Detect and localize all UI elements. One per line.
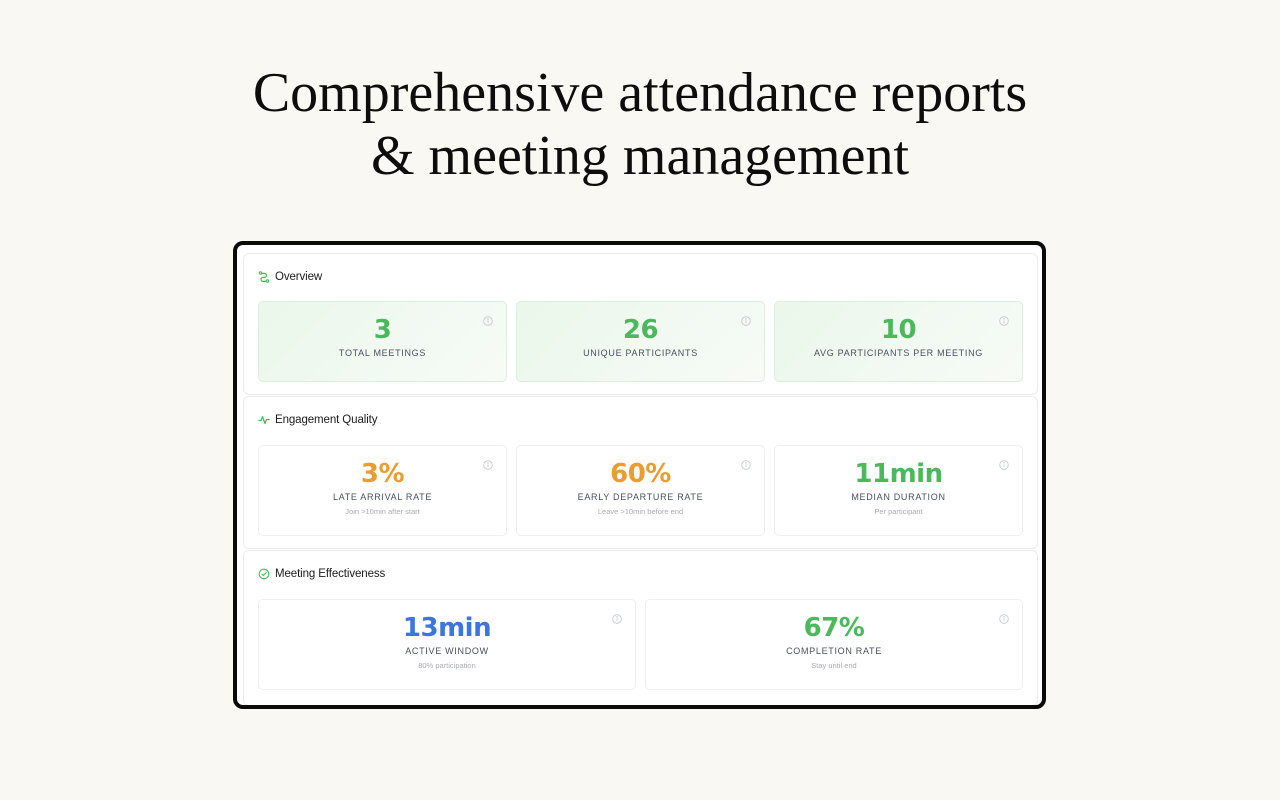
dashboard-frame: Overview 3 Total Meetings 26 Unique Part… — [233, 241, 1046, 709]
stat-label: Median Duration — [851, 492, 946, 502]
stat-value: 26 — [622, 315, 659, 345]
stat-value: 10 — [880, 315, 917, 345]
activity-icon — [258, 415, 270, 425]
info-icon[interactable] — [483, 460, 493, 470]
stat-card-unique-participants: 26 Unique Participants — [516, 301, 765, 382]
overview-header: Overview — [258, 271, 322, 283]
engagement-quality-header: Engagement Quality — [258, 414, 378, 426]
stat-label: Early Departure Rate — [577, 492, 704, 502]
headline: Comprehensive attendance reports & meeti… — [0, 62, 1280, 188]
stat-label: Completion Rate — [786, 646, 882, 656]
stat-label: Unique Participants — [583, 348, 698, 358]
route-icon — [258, 271, 270, 283]
headline-line-2: & meeting management — [370, 125, 910, 187]
stat-card-total-meetings: 3 Total Meetings — [258, 301, 507, 382]
overview-section: Overview 3 Total Meetings 26 Unique Part… — [243, 253, 1038, 395]
stat-value: 11min — [854, 459, 943, 489]
info-icon[interactable] — [999, 316, 1009, 326]
stat-subtitle: 80% participation — [418, 661, 476, 670]
info-icon[interactable] — [999, 614, 1009, 624]
stat-subtitle: Join >10min after start — [345, 507, 420, 516]
stat-value: 67% — [803, 613, 865, 643]
stat-label: Total Meetings — [338, 348, 427, 358]
engagement-quality-title: Engagement Quality — [275, 414, 378, 426]
stat-label: Active Window — [405, 646, 489, 656]
info-icon[interactable] — [483, 316, 493, 326]
overview-title: Overview — [275, 271, 323, 283]
stat-card-late-arrival-rate: 3% Late Arrival Rate Join >10min after s… — [258, 445, 507, 536]
stat-subtitle: Stay until end — [811, 661, 857, 670]
meeting-effectiveness-title: Meeting Effectiveness — [275, 568, 386, 580]
stat-value: 3 — [373, 315, 392, 345]
stat-card-active-window: 13min Active Window 80% participation — [258, 599, 636, 690]
stat-value: 60% — [610, 459, 671, 489]
stat-card-completion-rate: 67% Completion Rate Stay until end — [645, 599, 1023, 690]
stat-subtitle: Per participant — [874, 507, 923, 516]
info-icon[interactable] — [612, 614, 622, 624]
meeting-effectiveness-header: Meeting Effectiveness — [258, 568, 385, 580]
stat-card-early-departure-rate: 60% Early Departure Rate Leave >10min be… — [516, 445, 765, 536]
check-circle-icon — [258, 568, 270, 580]
info-icon[interactable] — [741, 460, 751, 470]
info-icon[interactable] — [999, 460, 1009, 470]
info-icon[interactable] — [741, 316, 751, 326]
engagement-quality-section: Engagement Quality 3% Late Arrival Rate … — [243, 396, 1038, 549]
stat-card-avg-participants: 10 Avg Participants Per Meeting — [774, 301, 1023, 382]
stat-value: 13min — [402, 613, 492, 643]
headline-line-1: Comprehensive attendance reports — [252, 62, 1028, 124]
stat-label: Avg Participants Per Meeting — [814, 348, 983, 358]
stat-subtitle: Leave >10min before end — [597, 507, 684, 516]
stat-card-median-duration: 11min Median Duration Per participant — [774, 445, 1023, 536]
stat-value: 3% — [360, 459, 405, 489]
stat-label: Late Arrival Rate — [332, 492, 433, 502]
meeting-effectiveness-section: Meeting Effectiveness 13min Active Windo… — [243, 550, 1038, 705]
